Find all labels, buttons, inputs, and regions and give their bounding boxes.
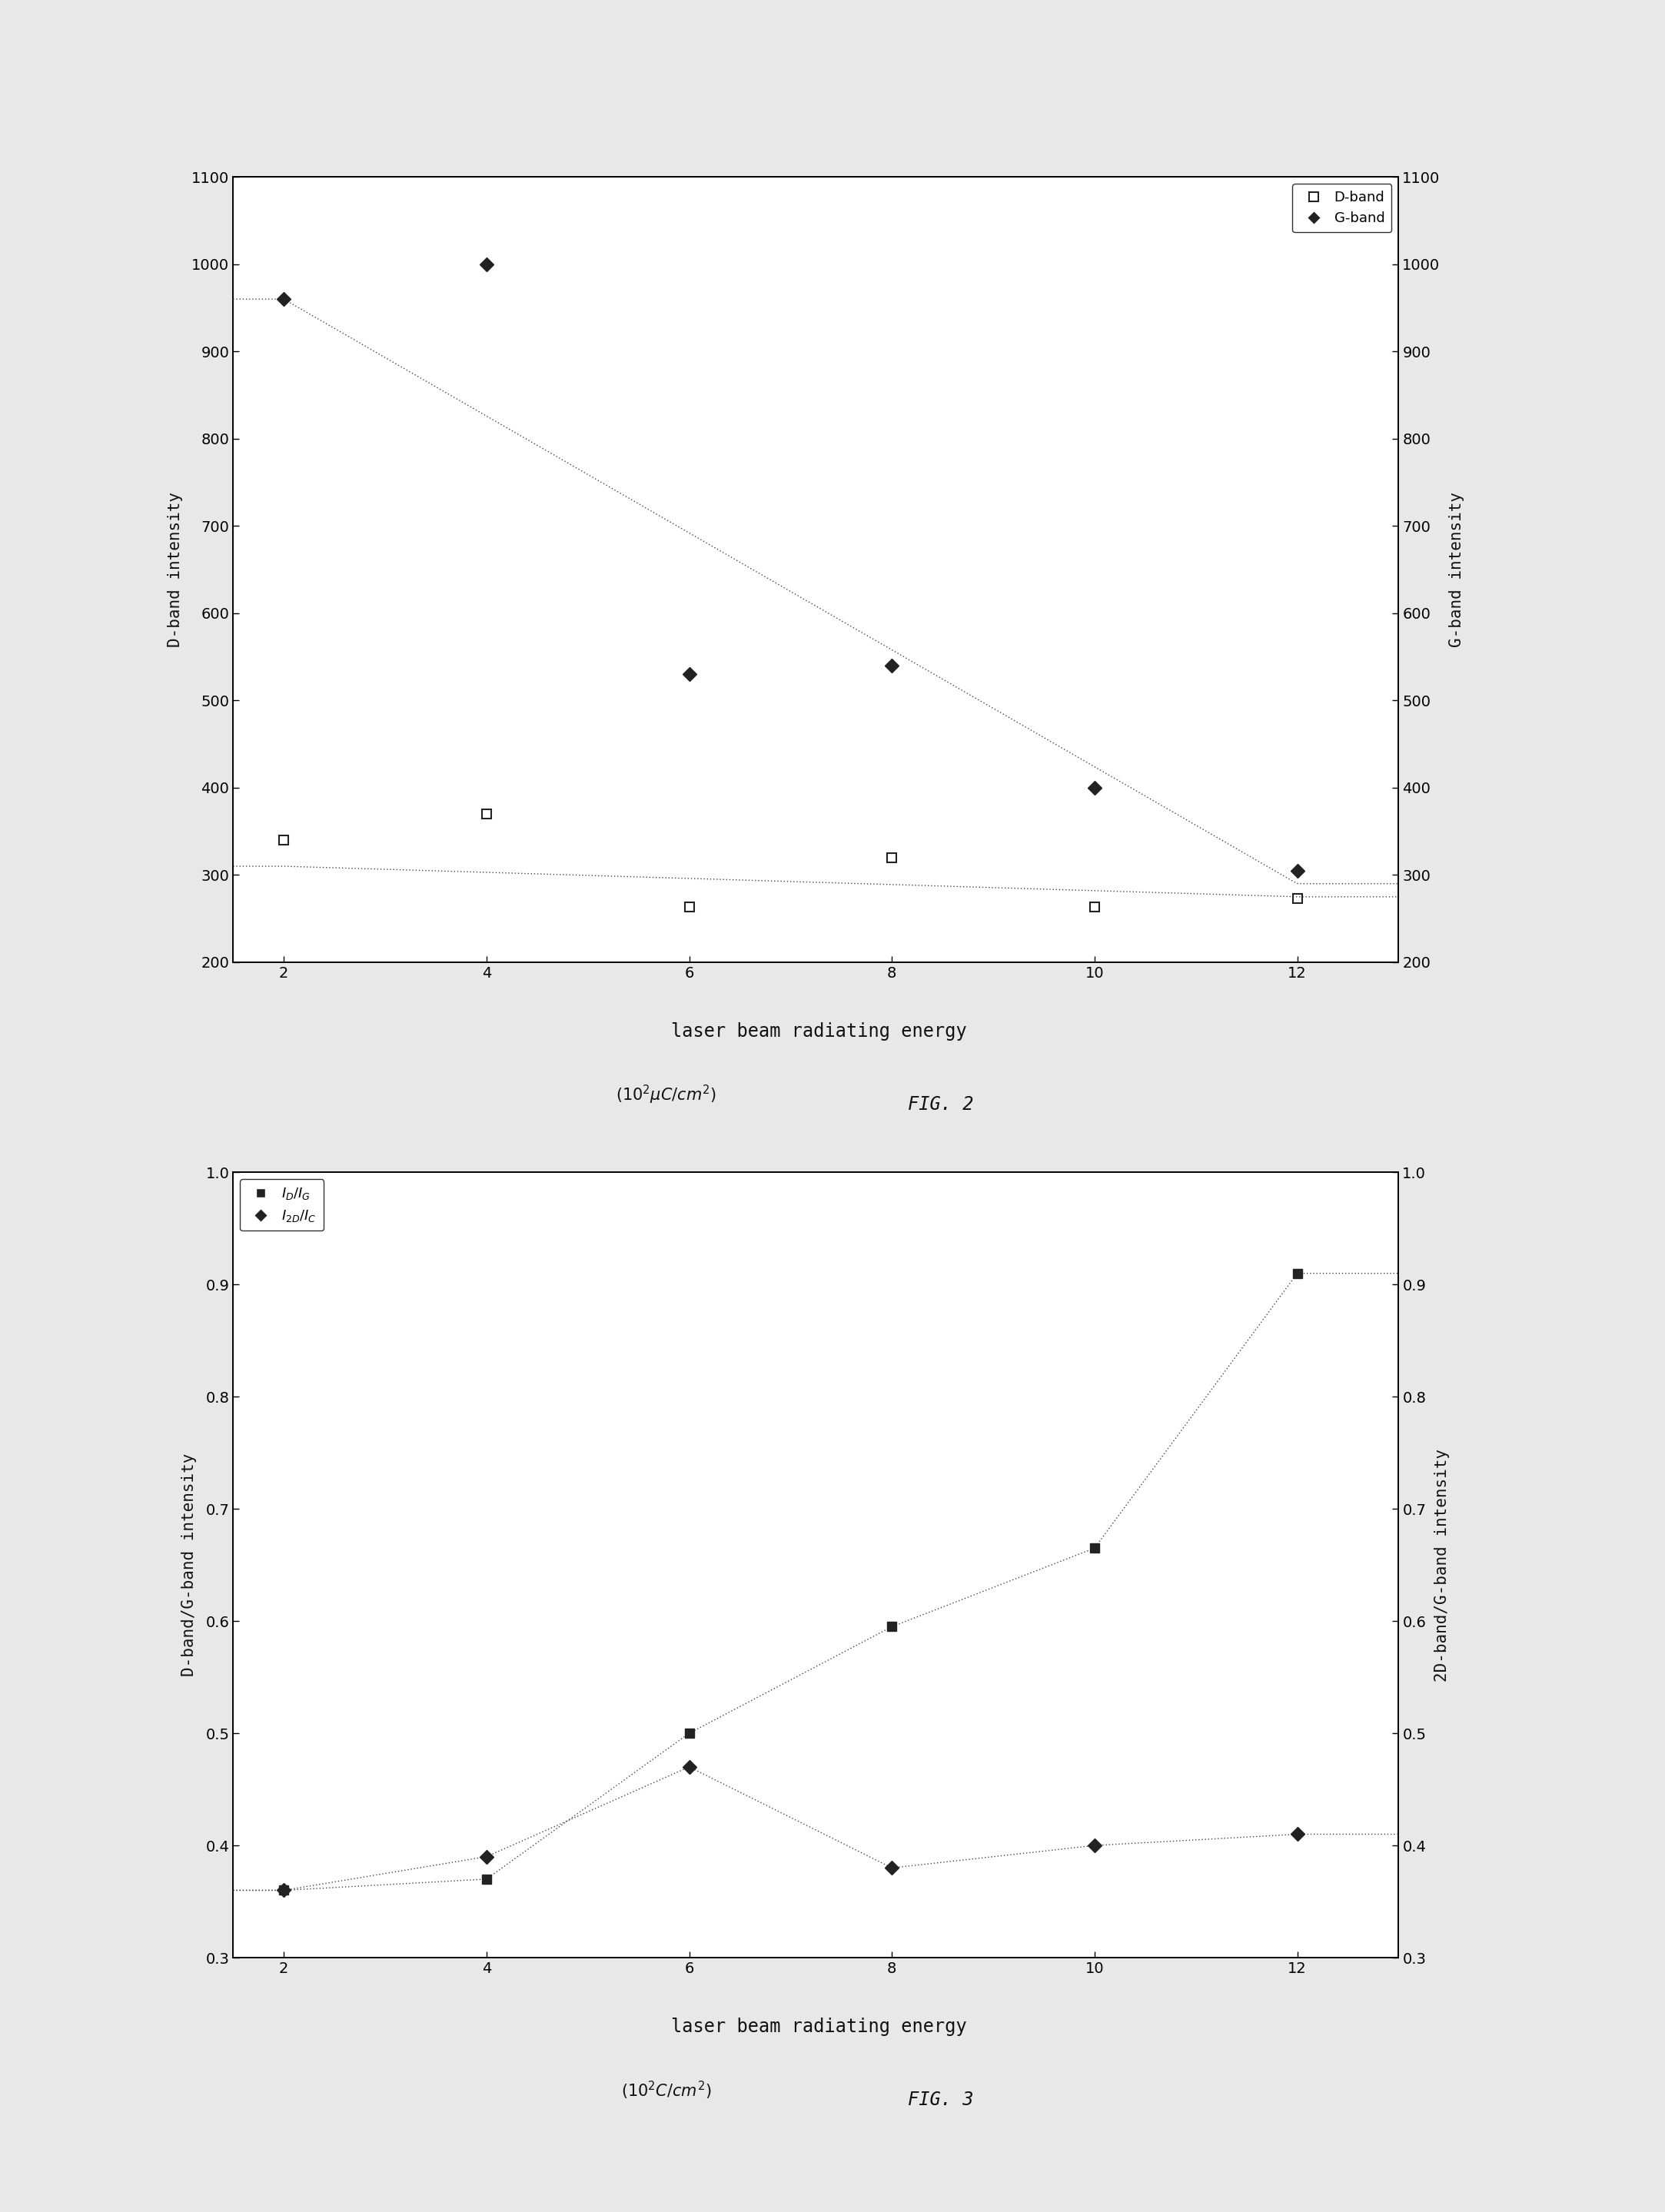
- Text: $(10^2 C/cm^2)$: $(10^2 C/cm^2)$: [621, 2079, 711, 2101]
- Text: laser beam radiating energy: laser beam radiating energy: [671, 2017, 967, 2035]
- Legend: D-band, G-band: D-band, G-band: [1292, 184, 1392, 232]
- Y-axis label: G-band intensity: G-band intensity: [1449, 491, 1464, 648]
- Text: FIG. 2: FIG. 2: [907, 1095, 974, 1113]
- Text: $(10^2\mu C/cm^2)$: $(10^2\mu C/cm^2)$: [616, 1084, 716, 1106]
- Y-axis label: D-band/G-band intensity: D-band/G-band intensity: [181, 1453, 196, 1677]
- Y-axis label: D-band intensity: D-band intensity: [168, 491, 183, 648]
- Text: FIG. 3: FIG. 3: [907, 2090, 974, 2108]
- Y-axis label: 2D-band/G-band intensity: 2D-band/G-band intensity: [1435, 1449, 1450, 1681]
- Text: laser beam radiating energy: laser beam radiating energy: [671, 1022, 967, 1040]
- Legend: $I_D/I_G$, $I_{2D}/I_C$: $I_D/I_G$, $I_{2D}/I_C$: [240, 1179, 323, 1230]
